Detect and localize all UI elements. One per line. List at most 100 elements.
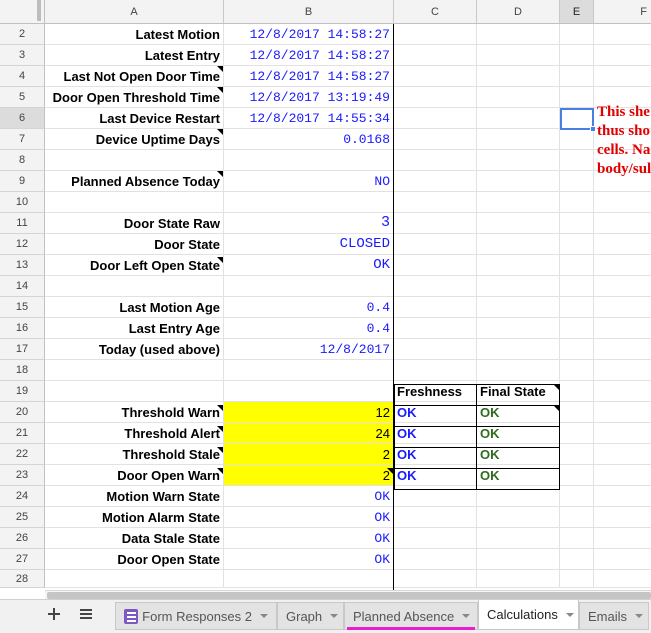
cell-c-row[interactable] [394,507,477,528]
tab-graph[interactable]: Graph [277,602,344,630]
cell-d-row[interactable] [477,87,560,108]
cell-b-row[interactable]: 12/8/2017 13:19:49 [224,87,394,108]
cell-e-row[interactable] [560,213,594,234]
row-header[interactable]: 14 [0,276,45,297]
list-icon[interactable] [79,605,93,626]
cell-a-row[interactable]: Door Open Warn [45,465,224,486]
row-header[interactable]: 7 [0,129,45,150]
cell-c-row[interactable] [394,213,477,234]
row-header[interactable]: 15 [0,297,45,318]
cell-a-row[interactable]: Planned Absence Today [45,171,224,192]
cell-d-row[interactable] [477,507,560,528]
cell-e-row[interactable] [560,276,594,297]
cell-c-row[interactable] [394,66,477,87]
cell-b-row[interactable]: 12/8/2017 [224,339,394,360]
row-header[interactable]: 16 [0,318,45,339]
cell-e-row[interactable] [560,171,594,192]
row-header[interactable]: 17 [0,339,45,360]
cell-b-row[interactable]: 12/8/2017 14:55:34 [224,108,394,129]
cell-a-row[interactable]: Door State Raw [45,213,224,234]
column-header-c[interactable]: C [394,0,477,24]
cell-b-row[interactable]: CLOSED [224,234,394,255]
cell-b-row[interactable]: NO [224,171,394,192]
row-header[interactable]: 26 [0,528,45,549]
cell-f-row[interactable] [594,297,651,318]
cell-f-row[interactable] [594,234,651,255]
cell-b-row[interactable]: 12/8/2017 14:58:27 [224,24,394,45]
cell-b-row[interactable]: 12/8/2017 14:58:27 [224,45,394,66]
cell-b-row[interactable]: 12 [224,402,394,423]
cell-e-row[interactable] [560,255,594,276]
cell-f-row[interactable] [594,171,651,192]
column-header-e[interactable]: E [560,0,594,24]
caret-down-icon[interactable] [462,614,471,618]
row-header[interactable]: 19 [0,381,45,402]
cell-f-row[interactable] [594,486,651,507]
cell-b-row[interactable]: 24 [224,423,394,444]
cell-e-row[interactable] [560,150,594,171]
cell-c-row[interactable] [394,549,477,570]
cell-d-row[interactable] [477,255,560,276]
cell-f-row[interactable] [594,45,651,66]
cell-a-row[interactable]: Door Left Open State [45,255,224,276]
cell-d-row[interactable] [477,24,560,45]
cell-f-row[interactable] [594,129,651,150]
row-header[interactable]: 2 [0,24,45,45]
cell-f-row[interactable] [594,381,651,402]
row-header[interactable]: 21 [0,423,45,444]
cell-b-row[interactable] [224,381,394,402]
cell-d-row[interactable] [477,570,560,588]
cell-d-row[interactable] [477,360,560,381]
cell-d-row[interactable] [477,66,560,87]
cell-e-row[interactable] [560,549,594,570]
fill-handle[interactable] [590,126,596,132]
cell-a-row[interactable]: Threshold Alert [45,423,224,444]
cell-d-row[interactable] [477,150,560,171]
cell-f-row[interactable] [594,150,651,171]
cell-e-row[interactable] [560,129,594,150]
cell-a-row[interactable]: Door Open State [45,549,224,570]
cell-e-row[interactable] [560,66,594,87]
cell-f-row[interactable] [594,213,651,234]
cell-c-row[interactable] [394,255,477,276]
cell-b-row[interactable]: 12/8/2017 14:58:27 [224,66,394,87]
cell-c-row[interactable] [394,570,477,588]
cell-note-indicator[interactable] [553,384,559,390]
cell-b-row[interactable] [224,150,394,171]
cell-e-row[interactable] [560,297,594,318]
row-header[interactable]: 5 [0,87,45,108]
cell-e-row[interactable] [560,87,594,108]
column-header-a[interactable]: A [45,0,224,24]
cell-d-row[interactable] [477,339,560,360]
row-header[interactable]: 23 [0,465,45,486]
cell-note-indicator[interactable] [217,468,223,474]
cell-c-row[interactable] [394,234,477,255]
cell-a-row[interactable]: Motion Alarm State [45,507,224,528]
cell-c-row[interactable] [394,150,477,171]
tab-planned-absence[interactable]: Planned Absence [344,602,478,630]
cell-e-row[interactable] [560,360,594,381]
cell-note-indicator[interactable] [217,87,223,93]
cell-c-row[interactable] [394,318,477,339]
cell-d-row[interactable] [477,171,560,192]
row-header[interactable]: 25 [0,507,45,528]
cell-a-row[interactable]: Threshold Stale [45,444,224,465]
tab-form-responses-2[interactable]: Form Responses 2 [115,602,277,630]
cell-a-row[interactable] [45,150,224,171]
cell-e-row[interactable] [560,24,594,45]
cell-note-indicator[interactable] [217,426,223,432]
cell-e-row[interactable] [560,507,594,528]
column-header-d[interactable]: D [477,0,560,24]
spreadsheet-grid[interactable]: A B C D E F 2 Latest Motion 12/8/2017 14:5… [0,0,651,590]
cell-d-row[interactable] [477,213,560,234]
cell-f-row[interactable] [594,528,651,549]
cell-c-row[interactable] [394,339,477,360]
cell-e-row[interactable] [560,339,594,360]
tab-emails[interactable]: Emails [579,602,649,630]
cell-b-row[interactable]: 3 [224,213,394,234]
cell-a-row[interactable] [45,192,224,213]
cell-a-row[interactable]: Last Device Restart [45,108,224,129]
cell-d-row[interactable] [477,549,560,570]
caret-down-icon[interactable] [260,614,268,618]
cell-a-row[interactable]: Last Motion Age [45,297,224,318]
